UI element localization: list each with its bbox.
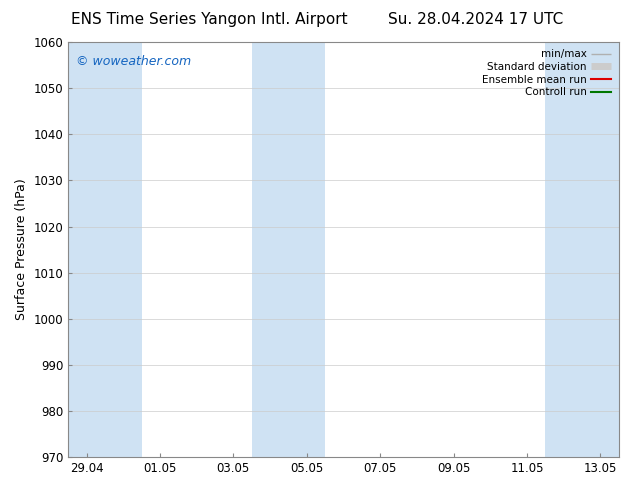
Bar (545, 42, 619, 457)
Bar (68, 42, 141, 457)
Y-axis label: Surface Pressure (hPa): Surface Pressure (hPa) (15, 179, 28, 320)
Bar (252, 42, 325, 457)
Text: Su. 28.04.2024 17 UTC: Su. 28.04.2024 17 UTC (388, 12, 563, 27)
Legend: min/max, Standard deviation, Ensemble mean run, Controll run: min/max, Standard deviation, Ensemble me… (479, 47, 614, 99)
Text: ENS Time Series Yangon Intl. Airport: ENS Time Series Yangon Intl. Airport (71, 12, 347, 27)
Text: © woweather.com: © woweather.com (77, 54, 191, 68)
